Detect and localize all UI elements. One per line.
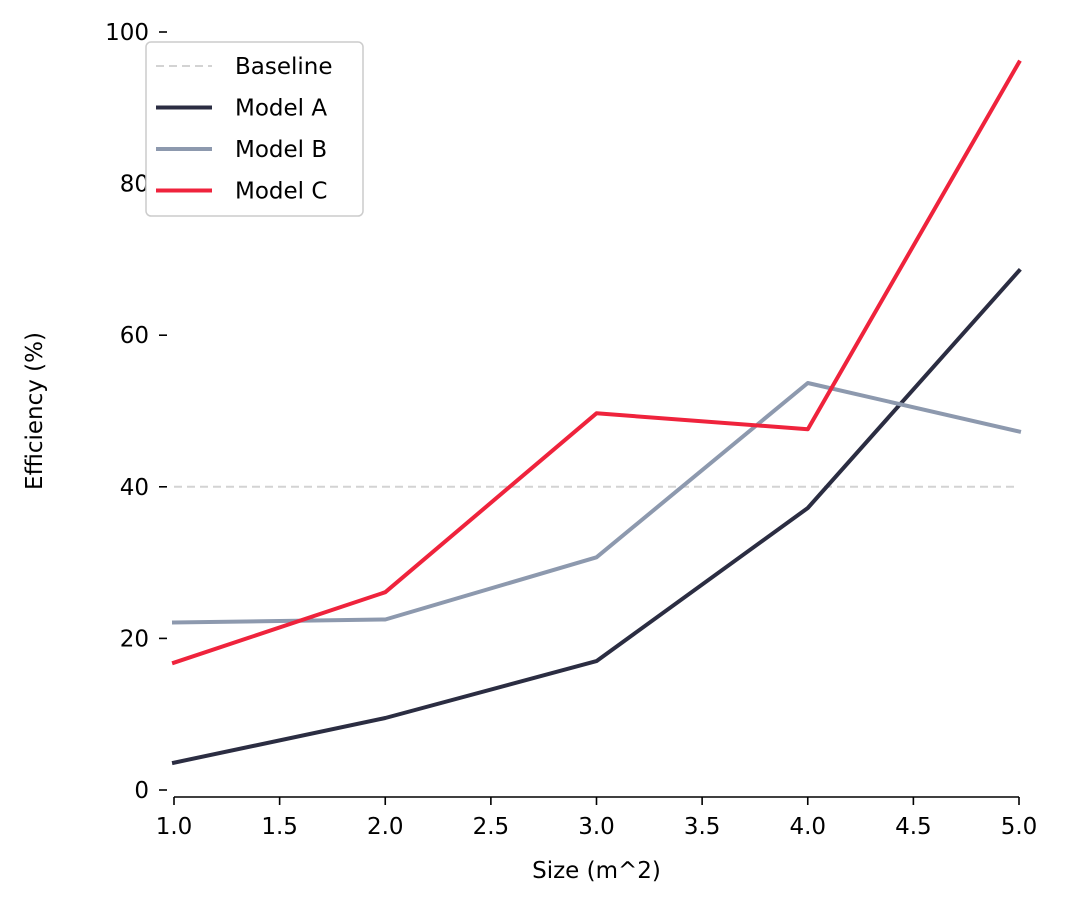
y-tick-label: 60 [120, 323, 149, 349]
x-tick-label: 1.0 [156, 814, 193, 840]
x-tick-label: 4.0 [789, 814, 826, 840]
series-line-model-c [171, 59, 1022, 666]
axes: 1.0 1.5 2.0 2.5 3.0 3.5 4.0 4.5 5.0 0 20 40 60 80 100 [105, 20, 1037, 840]
legend: Baseline Model A Model B Model C [145, 41, 364, 217]
x-tick-label: 2.5 [473, 814, 510, 840]
legend-frame [145, 41, 364, 217]
legend-label: Model A [235, 96, 327, 122]
y-tick-label: 0 [134, 778, 149, 804]
x-axis-title: Size (m^2) [532, 858, 661, 884]
x-tick-label: 4.5 [895, 814, 932, 840]
x-tick-label: 1.5 [261, 814, 298, 840]
series-layer [171, 59, 1022, 766]
y-tick-label: 100 [105, 20, 149, 46]
legend-label: Baseline [235, 54, 333, 80]
x-tick-label: 5.0 [1001, 814, 1038, 840]
legend-label: Model B [235, 137, 327, 163]
x-tick-label: 3.5 [684, 814, 721, 840]
y-axis-title: Efficiency (%) [22, 332, 48, 490]
y-tick-label: 20 [120, 626, 149, 652]
series-line-model-a [171, 267, 1022, 766]
x-tick-label: 2.0 [367, 814, 404, 840]
x-tick-label: 3.0 [578, 814, 615, 840]
legend-label: Model C [235, 179, 327, 205]
y-tick-label: 80 [120, 172, 149, 198]
series-line-model-b [171, 381, 1022, 625]
y-tick-label: 40 [120, 475, 149, 501]
